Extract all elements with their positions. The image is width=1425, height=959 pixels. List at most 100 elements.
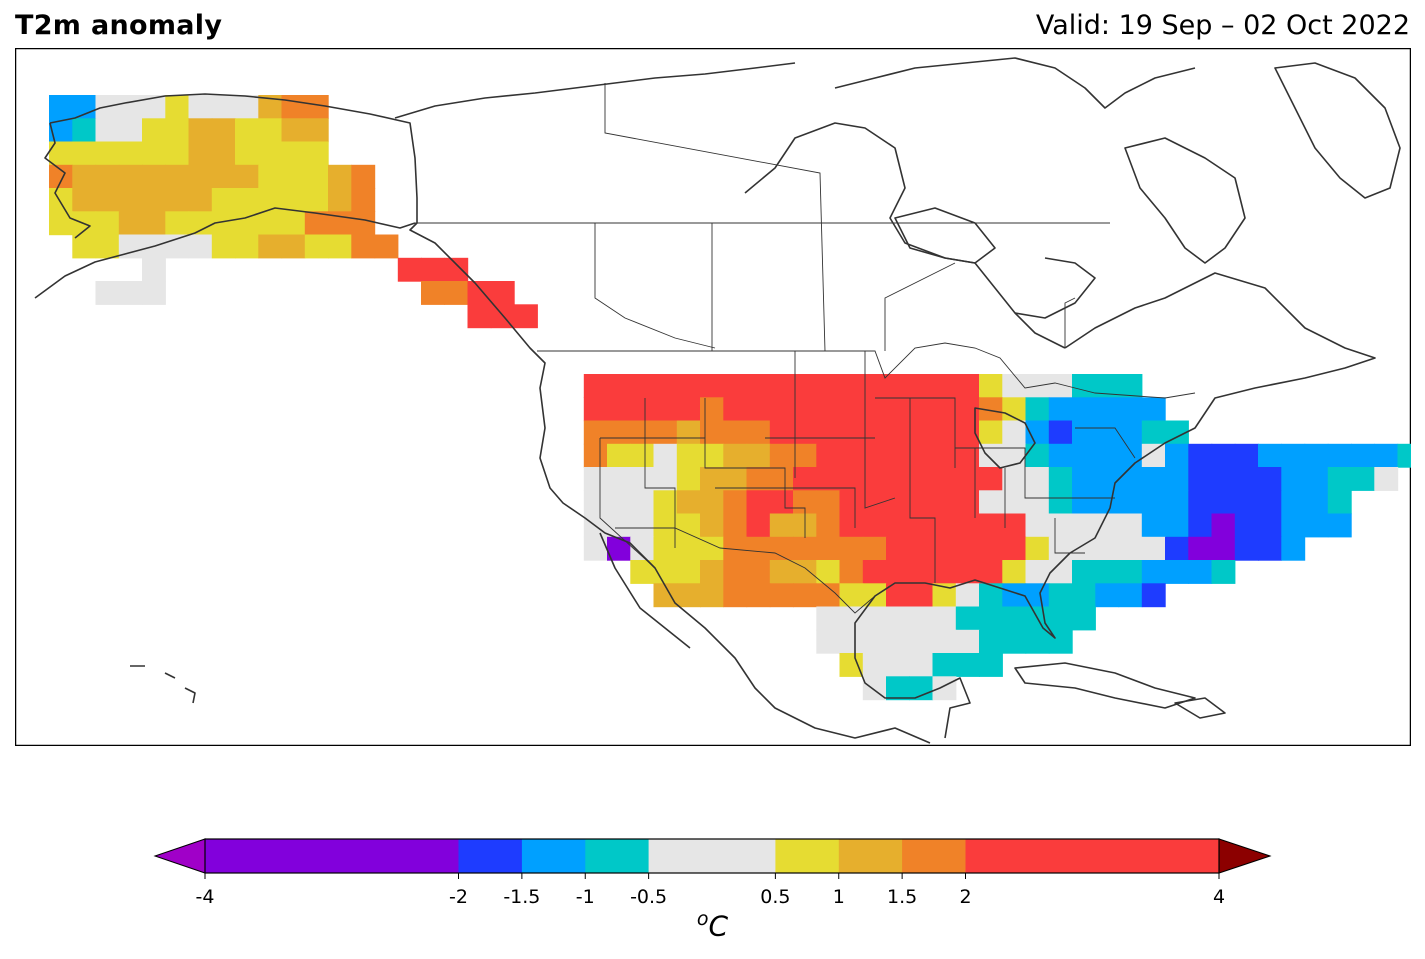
- anomaly-cell: [723, 467, 748, 491]
- anomaly-cell: [211, 188, 236, 212]
- anomaly-cell: [258, 118, 283, 143]
- anomaly-cell: [839, 490, 864, 515]
- anomaly-cell: [723, 490, 748, 515]
- anomaly-cell: [1048, 560, 1073, 584]
- anomaly-cell: [769, 513, 794, 538]
- anomaly-cell: [700, 560, 724, 584]
- anomaly-cell: [909, 560, 934, 584]
- anomaly-cell: [793, 536, 817, 561]
- anomaly-cell: [421, 281, 445, 305]
- anomaly-cell: [1188, 560, 1213, 584]
- anomaly-cell: [235, 95, 259, 119]
- anomaly-cell: [630, 536, 655, 561]
- anomaly-cell: [839, 653, 864, 677]
- anomaly-cell: [700, 397, 724, 422]
- anomaly-cell: [862, 467, 887, 491]
- anomaly-cell: [886, 513, 910, 538]
- anomaly-cell: [816, 513, 841, 538]
- anomaly-cell: [1258, 443, 1282, 468]
- anomaly-cell: [746, 560, 771, 584]
- anomaly-cell: [118, 188, 143, 212]
- anomaly-cell: [746, 490, 771, 515]
- colorbar-ticks: -4 -2 -1.5 -1 -0.5 0.5 1 1.5 2 4: [196, 873, 1225, 908]
- anomaly-cell: [49, 188, 73, 212]
- colorbar-tick-label: -2: [449, 886, 468, 908]
- colorbar-unit-label: oC: [0, 908, 1425, 942]
- anomaly-cell: [118, 141, 143, 166]
- anomaly-cell: [1304, 443, 1329, 468]
- anomaly-cell: [235, 211, 259, 236]
- anomaly-cell: [118, 234, 143, 259]
- anomaly-cell: [793, 467, 817, 491]
- anomaly-cell: [746, 443, 771, 468]
- anomaly-cell: [839, 606, 864, 631]
- anomaly-cell: [1165, 513, 1189, 538]
- anomaly-cell: [95, 234, 120, 259]
- anomaly-cell: [862, 560, 887, 584]
- anomaly-cell: [932, 513, 957, 538]
- anomaly-cell: [746, 397, 771, 422]
- anomaly-cell: [118, 211, 143, 236]
- anomaly-cell: [1258, 536, 1282, 561]
- anomaly-cell: [165, 118, 190, 143]
- anomaly-cell: [816, 536, 841, 561]
- map-title: T2m anomaly: [15, 10, 223, 41]
- anomaly-cell: [607, 374, 631, 398]
- colorbar-bin: [902, 839, 966, 873]
- anomaly-cell: [932, 653, 957, 677]
- anomaly-cell: [932, 583, 957, 608]
- anomaly-cell: [1258, 513, 1282, 538]
- anomaly-cell: [1048, 606, 1073, 631]
- anomaly-cell: [235, 164, 259, 189]
- anomaly-cell: [886, 467, 910, 491]
- anomaly-cell: [258, 95, 283, 119]
- anomaly-cell: [955, 397, 980, 422]
- anomaly-cell: [1048, 513, 1073, 538]
- anomaly-cell: [1025, 629, 1050, 654]
- anomaly-cell: [932, 397, 957, 422]
- anomaly-cell: [955, 467, 980, 491]
- anomaly-cell: [862, 374, 887, 398]
- anomaly-cell: [1211, 513, 1236, 538]
- anomaly-cell: [816, 629, 841, 654]
- anomaly-cell: [1211, 467, 1236, 491]
- anomaly-cell: [1002, 629, 1027, 654]
- anomaly-cell: [607, 513, 631, 538]
- anomaly-cell: [583, 536, 608, 561]
- anomaly-cell: [1281, 513, 1306, 538]
- anomaly-cell: [1072, 536, 1096, 561]
- anomaly-cell: [514, 304, 538, 329]
- anomaly-cell: [630, 397, 655, 422]
- colorbar-frame: [204, 838, 1220, 874]
- anomaly-cell: [700, 583, 724, 608]
- anomaly-cell: [676, 536, 701, 561]
- anomaly-cell: [932, 606, 957, 631]
- anomaly-cell: [955, 420, 980, 445]
- anomaly-cell: [979, 443, 1003, 468]
- colorbar-tick-label: -1: [576, 886, 595, 908]
- colorbar-bin: [585, 839, 650, 873]
- anomaly-cell: [839, 583, 864, 608]
- anomaly-cell: [723, 513, 748, 538]
- anomaly-cell: [979, 536, 1003, 561]
- anomaly-cell: [211, 118, 236, 143]
- anomaly-cell: [676, 374, 701, 398]
- anomaly-cell: [1095, 536, 1120, 561]
- anomaly-cell: [142, 281, 166, 305]
- colorbar-tick-label: 4: [1213, 886, 1225, 908]
- anomaly-cell: [1002, 536, 1027, 561]
- anomaly-cell: [630, 513, 655, 538]
- anomaly-cell: [1165, 560, 1189, 584]
- colorbar: -4 -2 -1.5 -1 -0.5 0.5 1 1.5 2 4: [153, 838, 1272, 908]
- anomaly-cell: [1281, 490, 1306, 515]
- anomaly-cell: [421, 257, 445, 282]
- anomaly-cell: [886, 583, 910, 608]
- anomaly-cell: [1095, 583, 1120, 608]
- anomaly-cell: [1118, 467, 1143, 491]
- anomaly-cell: [839, 443, 864, 468]
- anomaly-cell: [979, 513, 1003, 538]
- anomaly-cell: [1095, 443, 1120, 468]
- anomaly-cell: [165, 141, 190, 166]
- anomaly-cell: [955, 536, 980, 561]
- anomaly-cell: [490, 281, 515, 305]
